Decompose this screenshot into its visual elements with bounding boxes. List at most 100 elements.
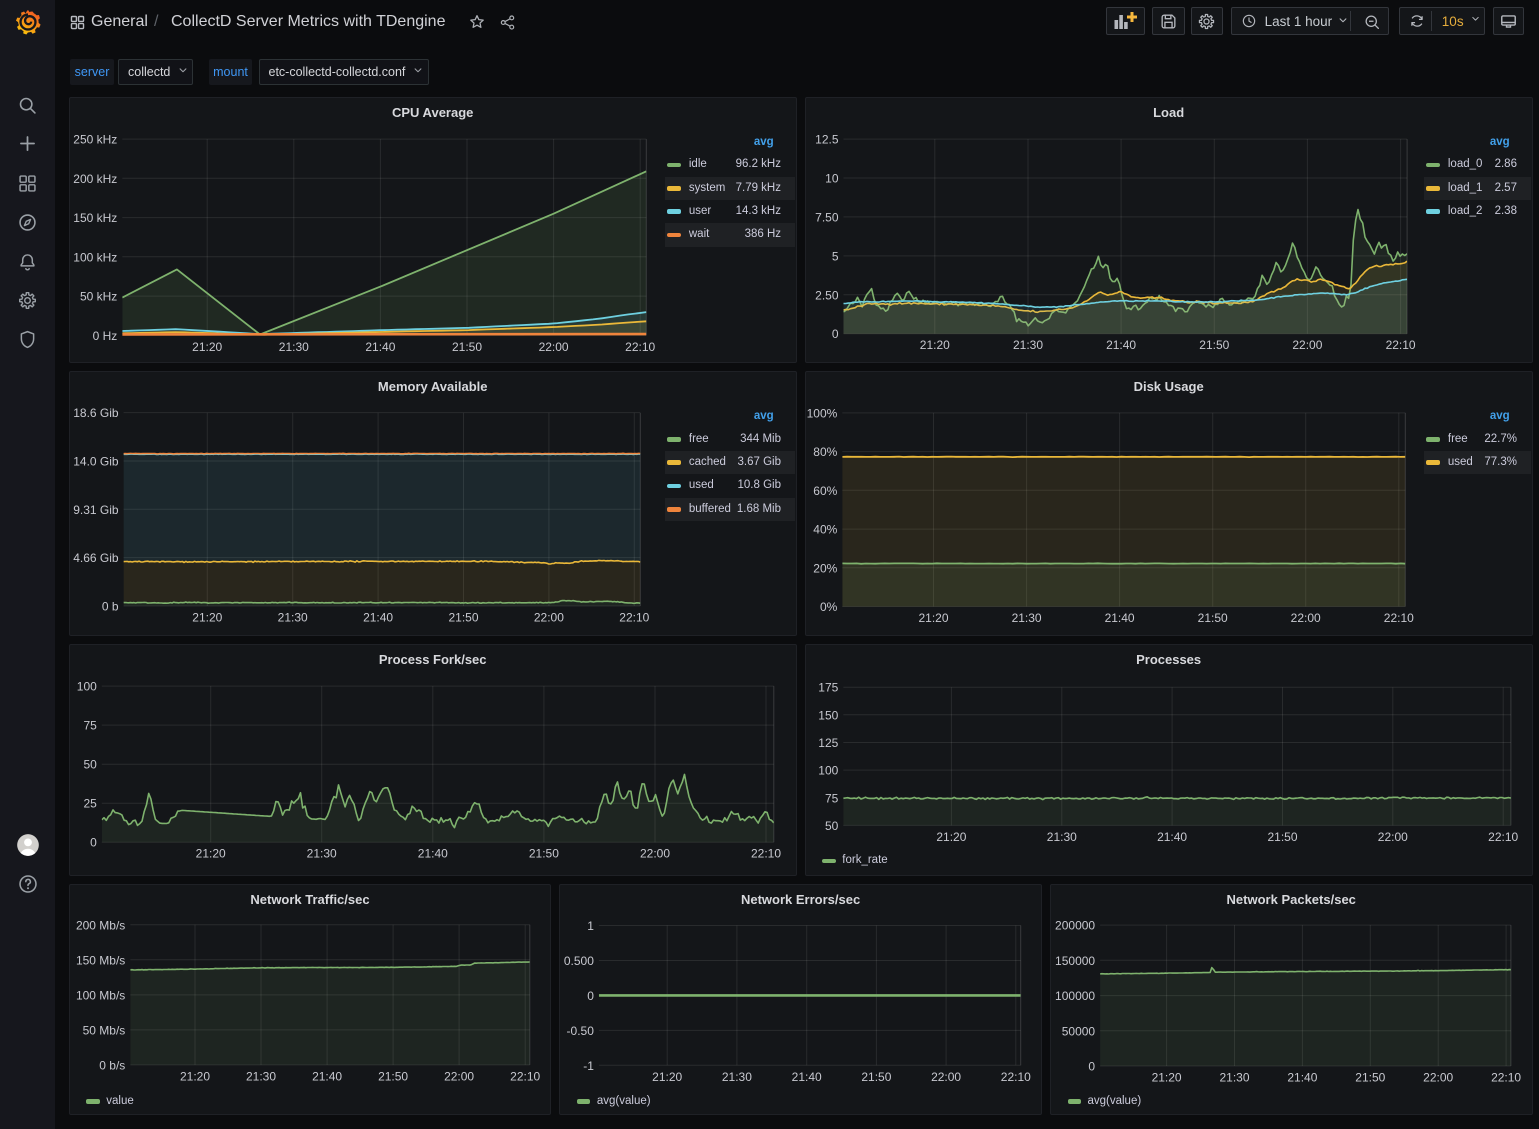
svg-text:175: 175 [818,681,838,695]
svg-text:100 Mb/s: 100 Mb/s [76,989,125,1003]
svg-text:9.31 Gib: 9.31 Gib [73,503,119,517]
svg-text:0 b/s: 0 b/s [99,1059,125,1073]
svg-text:22:00: 22:00 [931,1070,961,1084]
svg-text:22:10: 22:10 [1383,611,1413,625]
svg-text:22:00: 22:00 [1423,1071,1453,1085]
svg-text:21:20: 21:20 [919,338,949,352]
svg-text:22:00: 22:00 [534,611,564,625]
svg-text:22:00: 22:00 [640,847,670,861]
svg-text:21:50: 21:50 [1355,1071,1385,1085]
svg-text:21:40: 21:40 [1104,611,1134,625]
svg-text:50 Mb/s: 50 Mb/s [82,1024,125,1038]
svg-text:21:50: 21:50 [1199,338,1229,352]
svg-text:18.6 Gib: 18.6 Gib [73,406,119,420]
svg-text:22:10: 22:10 [510,1070,540,1084]
svg-text:22:10: 22:10 [751,847,781,861]
svg-text:0: 0 [588,989,595,1003]
svg-text:14.0 Gib: 14.0 Gib [73,455,119,469]
svg-text:150 kHz: 150 kHz [73,211,117,225]
svg-text:80%: 80% [813,445,837,459]
svg-text:2.50: 2.50 [815,288,839,302]
svg-text:22:10: 22:10 [625,339,655,353]
svg-text:150 Mb/s: 150 Mb/s [76,954,125,968]
svg-text:100: 100 [818,764,838,778]
svg-text:-1: -1 [584,1059,595,1073]
svg-text:21:40: 21:40 [792,1070,822,1084]
svg-text:250 kHz: 250 kHz [73,132,117,146]
svg-text:21:20: 21:20 [918,611,948,625]
svg-text:60%: 60% [813,484,837,498]
svg-text:21:30: 21:30 [1011,611,1041,625]
svg-text:22:10: 22:10 [1491,1071,1521,1085]
svg-text:25: 25 [83,797,97,811]
svg-text:0 Hz: 0 Hz [92,328,117,342]
svg-text:21:30: 21:30 [1046,830,1076,844]
svg-text:21:40: 21:40 [363,611,393,625]
svg-text:21:20: 21:20 [180,1070,210,1084]
svg-text:21:20: 21:20 [652,1070,682,1084]
svg-text:50 kHz: 50 kHz [80,289,117,303]
svg-text:200 kHz: 200 kHz [73,171,117,185]
svg-text:0: 0 [1088,1060,1095,1074]
svg-text:100 kHz: 100 kHz [73,250,117,264]
svg-text:22:00: 22:00 [1292,338,1322,352]
svg-text:21:40: 21:40 [417,847,447,861]
svg-text:21:30: 21:30 [246,1070,276,1084]
svg-text:75: 75 [83,719,97,733]
svg-text:21:50: 21:50 [378,1070,408,1084]
svg-text:21:20: 21:20 [1151,1071,1181,1085]
svg-text:0.500: 0.500 [564,954,594,968]
svg-text:21:50: 21:50 [1197,611,1227,625]
svg-text:21:40: 21:40 [1157,830,1187,844]
svg-text:21:50: 21:50 [1267,830,1297,844]
svg-text:100: 100 [76,680,96,694]
svg-text:22:10: 22:10 [1488,830,1518,844]
svg-text:21:30: 21:30 [278,339,308,353]
svg-text:10: 10 [825,171,839,185]
svg-text:50: 50 [825,819,839,833]
svg-text:21:40: 21:40 [312,1070,342,1084]
svg-text:0: 0 [90,836,97,850]
svg-text:40%: 40% [813,523,837,537]
svg-text:100000: 100000 [1055,989,1095,1003]
svg-text:20%: 20% [813,561,837,575]
svg-text:21:20: 21:20 [192,339,222,353]
svg-text:-0.50: -0.50 [567,1024,595,1038]
svg-text:22:10: 22:10 [619,611,649,625]
svg-text:21:50: 21:50 [448,611,478,625]
svg-text:21:30: 21:30 [1219,1071,1249,1085]
svg-text:100%: 100% [806,406,837,420]
svg-text:21:50: 21:50 [862,1070,892,1084]
svg-text:21:20: 21:20 [936,830,966,844]
svg-text:5: 5 [832,249,839,263]
svg-text:150000: 150000 [1055,954,1095,968]
svg-text:21:40: 21:40 [365,339,395,353]
svg-text:21:20: 21:20 [195,847,225,861]
svg-text:200000: 200000 [1055,919,1095,933]
svg-text:21:50: 21:50 [529,847,559,861]
svg-text:0%: 0% [820,600,838,614]
svg-text:22:10: 22:10 [1001,1070,1031,1084]
svg-text:0: 0 [832,327,839,341]
svg-text:22:00: 22:00 [1290,611,1320,625]
svg-text:75: 75 [825,792,839,806]
svg-text:50: 50 [83,758,97,772]
svg-text:21:30: 21:30 [277,611,307,625]
svg-text:4.66 Gib: 4.66 Gib [73,551,119,565]
svg-text:150: 150 [818,709,838,723]
svg-text:22:00: 22:00 [1377,830,1407,844]
svg-text:21:30: 21:30 [722,1070,752,1084]
svg-text:1: 1 [588,919,595,933]
svg-text:21:30: 21:30 [1013,338,1043,352]
svg-text:21:40: 21:40 [1106,338,1136,352]
svg-text:50000: 50000 [1062,1025,1096,1039]
svg-text:21:30: 21:30 [306,847,336,861]
svg-text:0 b: 0 b [102,600,119,614]
svg-text:7.50: 7.50 [815,210,839,224]
svg-text:12.5: 12.5 [815,132,839,146]
svg-text:21:50: 21:50 [452,339,482,353]
svg-text:22:10: 22:10 [1385,338,1415,352]
svg-text:21:20: 21:20 [192,611,222,625]
svg-text:21:40: 21:40 [1287,1071,1317,1085]
svg-text:22:00: 22:00 [538,339,568,353]
